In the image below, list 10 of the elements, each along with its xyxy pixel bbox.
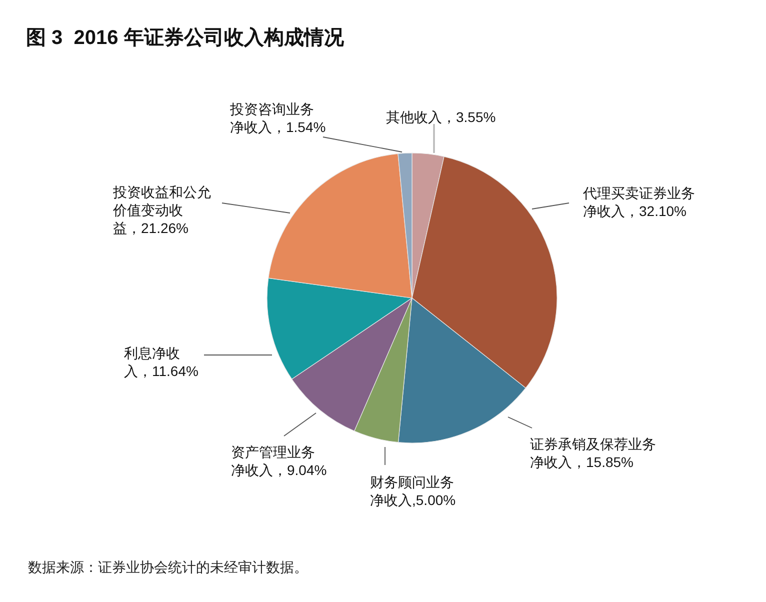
source-note: 数据来源：证券业协会统计的未经审计数据。 [28, 559, 308, 575]
slice-label: 利息净收入，11.64% [124, 344, 198, 380]
slice-label: 证券承销及保荐业务净收入，15.85% [530, 435, 656, 471]
slice-label: 投资咨询业务净收入，1.54% [230, 100, 326, 136]
slice-label: 财务顾问业务净收入,5.00% [370, 473, 456, 509]
slice-label: 其他收入，3.55% [386, 108, 496, 126]
slice-label: 投资收益和公允价值变动收益，21.26% [113, 183, 211, 237]
slice-label: 代理买卖证券业务净收入，32.10% [583, 184, 695, 220]
slice-label: 资产管理业务净收入，9.04% [231, 443, 327, 479]
chart-title: 图 3 2016 年证券公司收入构成情况 [26, 26, 345, 49]
